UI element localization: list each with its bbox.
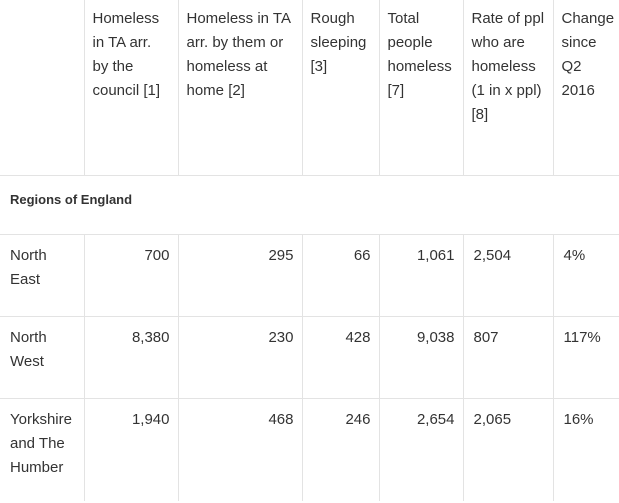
column-header-ta-self: Homeless in TA arr. by them or homeless … bbox=[177, 0, 302, 176]
table-row: Yorkshire and The Humber 1,940 468 246 2… bbox=[0, 398, 619, 501]
column-header-change: Change since Q2 2016 bbox=[552, 0, 619, 176]
ta-council-cell: 1,940 bbox=[83, 398, 178, 501]
total-cell: 2,654 bbox=[378, 398, 463, 501]
ta-self-cell: 295 bbox=[177, 234, 302, 317]
ta-council-cell: 700 bbox=[83, 234, 178, 317]
rate-cell: 807 bbox=[462, 316, 553, 399]
ta-self-cell: 230 bbox=[177, 316, 302, 399]
region-name: North West bbox=[0, 316, 84, 399]
rate-cell: 2,504 bbox=[462, 234, 553, 317]
region-name: North East bbox=[0, 234, 84, 317]
column-header-region bbox=[0, 0, 84, 176]
header-row: Homeless in TA arr. by the council [1] H… bbox=[0, 0, 619, 176]
column-header-ta-council: Homeless in TA arr. by the council [1] bbox=[83, 0, 178, 176]
rate-cell: 2,065 bbox=[462, 398, 553, 501]
column-header-rate: Rate of ppl who are homeless (1 in x ppl… bbox=[462, 0, 553, 176]
table-row: North West 8,380 230 428 9,038 807 117% bbox=[0, 316, 619, 399]
section-label: Regions of England bbox=[0, 175, 619, 235]
total-cell: 9,038 bbox=[378, 316, 463, 399]
change-cell: 4% bbox=[552, 234, 619, 317]
region-name: Yorkshire and The Humber bbox=[10, 410, 72, 476]
section-row: Regions of England bbox=[0, 175, 619, 235]
change-cell: 16% bbox=[552, 398, 619, 501]
rough-sleeping-cell: 428 bbox=[301, 316, 379, 399]
table-row: North East 700 295 66 1,061 2,504 4% bbox=[0, 234, 619, 317]
change-cell: 117% bbox=[552, 316, 619, 399]
column-header-total: Total people homeless [7] bbox=[378, 0, 463, 176]
total-cell: 1,061 bbox=[378, 234, 463, 317]
ta-council-cell: 8,380 bbox=[83, 316, 178, 399]
ta-self-cell: 468 bbox=[177, 398, 302, 501]
rough-sleeping-cell: 66 bbox=[301, 234, 379, 317]
rough-sleeping-cell: 246 bbox=[301, 398, 379, 501]
column-header-rough-sleeping: Rough sleeping [3] bbox=[301, 0, 379, 176]
